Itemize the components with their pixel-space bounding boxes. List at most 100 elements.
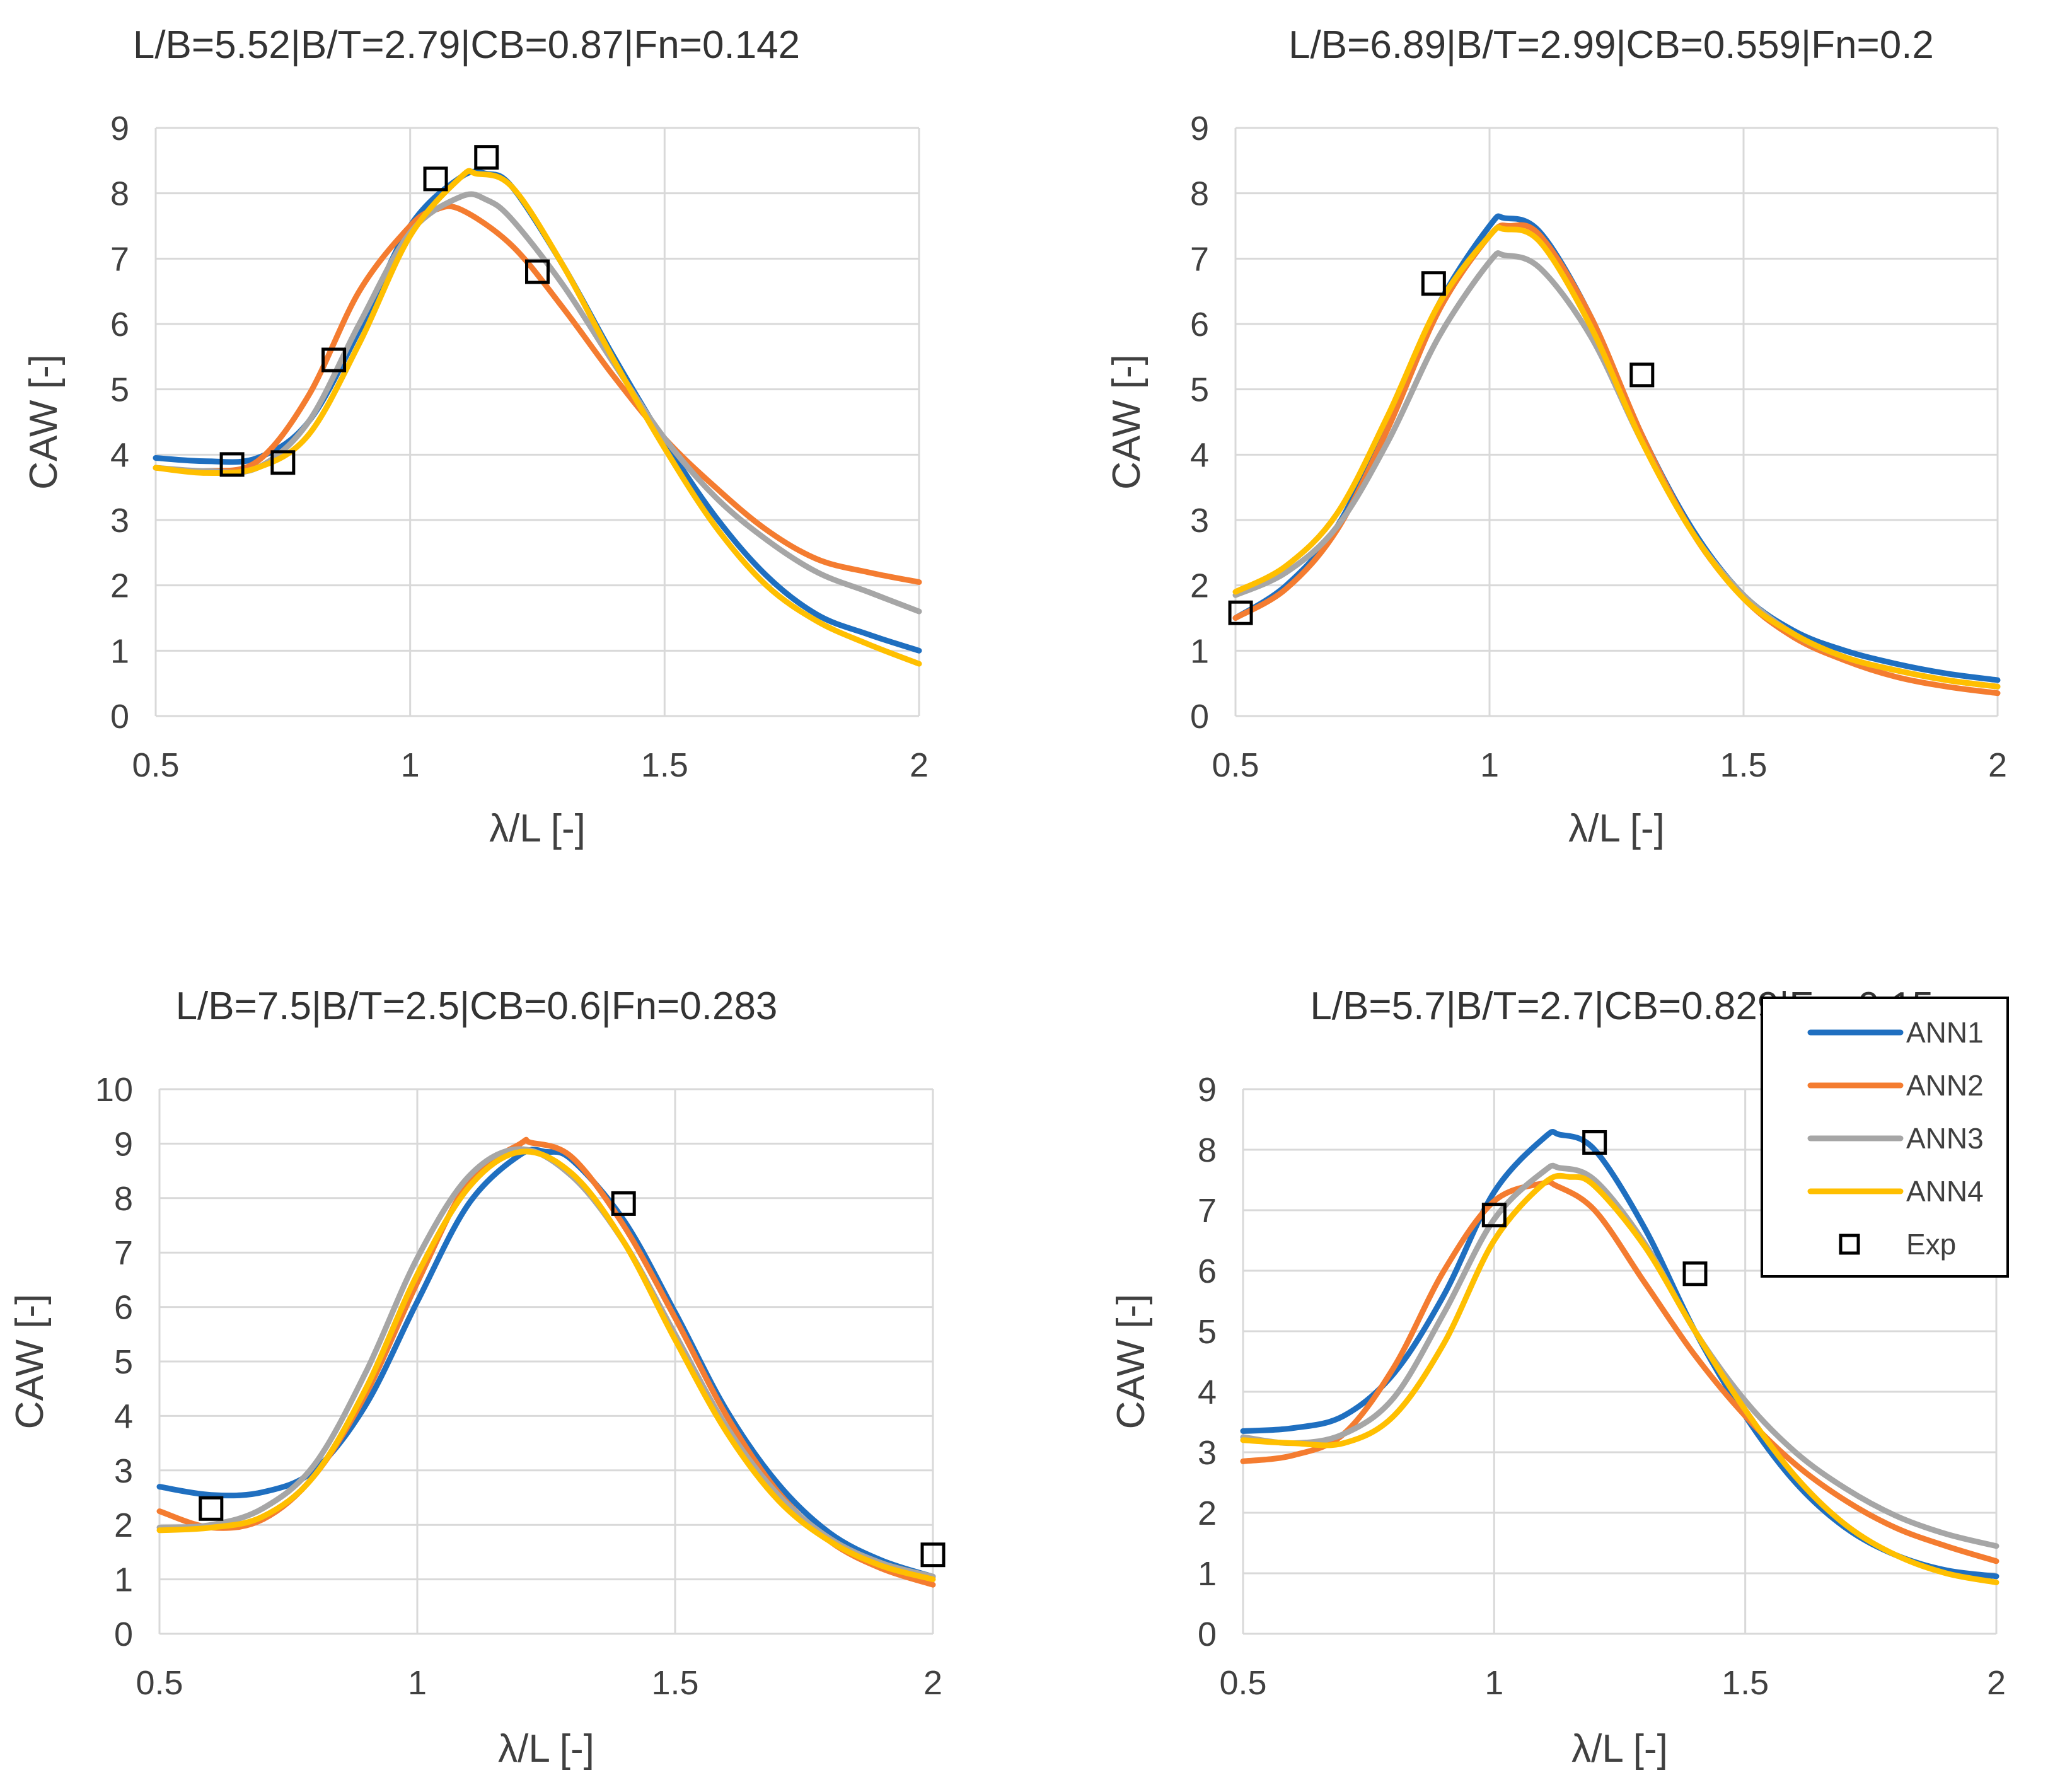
exp-data-point	[423, 166, 448, 192]
series-line-ann2	[153, 203, 922, 585]
x-tick-label: 1	[1480, 746, 1499, 784]
y-tick-label: 5	[1190, 371, 1209, 409]
y-tick-label: 6	[1190, 306, 1209, 344]
y-tick-label: 8	[1198, 1131, 1217, 1169]
y-tick-label: 8	[114, 1180, 133, 1218]
y-tick-label: 3	[1198, 1434, 1217, 1472]
y-tick-label: 6	[110, 306, 129, 344]
x-tick-label: 1.5	[1721, 1664, 1769, 1702]
series-line-ann4	[153, 168, 922, 667]
chart-title: L/B=7.5|B/T=2.5|CB=0.6|Fn=0.283	[176, 985, 778, 1028]
chart-title: L/B=6.89|B/T=2.99|CB=0.559|Fn=0.2	[1288, 23, 1934, 67]
y-tick-label: 7	[114, 1234, 133, 1272]
y-tick-label: 7	[1198, 1192, 1217, 1230]
exp-data-point	[611, 1191, 636, 1216]
chart-panel-1: L/B=5.52|B/T=2.79|CB=0.87|Fn=0.142 0 1 2 3 4 5…	[22, 23, 929, 850]
y-tick-label: 1	[114, 1561, 133, 1599]
y-tick-label: 1	[1198, 1555, 1217, 1593]
exp-data-point	[219, 452, 245, 477]
series-line-ann4	[1232, 224, 2001, 690]
y-tick-label: 0	[114, 1616, 133, 1653]
chart-panel-3: L/B=7.5|B/T=2.5|CB=0.6|Fn=0.283 0 1 2 3 4 5 6 7 8…	[8, 985, 946, 1771]
y-tick-label: 3	[1190, 502, 1209, 540]
legend-label: ANN1	[1906, 1016, 1984, 1049]
y-tick-label: 4	[1198, 1373, 1217, 1411]
exp-data-point	[1228, 600, 1253, 625]
chart-panel-4: L/B=5.7|B/T=2.7|CB=0.829|Fn=0.1501234567…	[1109, 985, 2006, 1771]
y-axis-title: CAW [-]	[1105, 354, 1149, 490]
legend-label: Exp	[1906, 1228, 1956, 1261]
chart-panel-2: L/B=6.89|B/T=2.99|CB=0.559|Fn=0.2 0 1 2 3 4 5 6…	[1105, 23, 2007, 850]
x-tick-label: 1.5	[641, 746, 688, 784]
y-tick-label: 0	[110, 698, 129, 736]
y-tick-label: 9	[1190, 110, 1209, 147]
series-line-ann3	[153, 191, 922, 615]
legend-label: ANN2	[1906, 1069, 1984, 1102]
series-line-ann2	[1240, 1178, 1999, 1564]
y-tick-label: 10	[95, 1071, 133, 1109]
exp-data-point	[270, 450, 296, 475]
x-tick-label: 0.5	[132, 746, 179, 784]
series-line-ann1	[153, 168, 922, 654]
x-tick-label: 2	[1988, 746, 2007, 784]
exp-data-point	[1682, 1261, 1708, 1286]
x-axis-title: λ/L [-]	[1568, 807, 1665, 850]
x-tick-label: 2	[1987, 1664, 2006, 1702]
y-tick-label: 3	[114, 1452, 133, 1490]
y-tick-label: 5	[114, 1343, 133, 1381]
y-tick-label: 2	[1198, 1494, 1217, 1532]
y-tick-label: 4	[114, 1397, 133, 1435]
exp-data-point	[1582, 1130, 1607, 1155]
y-axis-title: CAW [-]	[1109, 1294, 1153, 1430]
y-tick-label: 7	[110, 240, 129, 278]
legend-label: ANN4	[1906, 1175, 1984, 1208]
x-tick-label: 1.5	[651, 1664, 698, 1702]
y-tick-label: 4	[1190, 436, 1209, 474]
exp-data-point	[1481, 1203, 1507, 1228]
y-tick-label: 1	[1190, 632, 1209, 670]
x-tick-label: 1.5	[1720, 746, 1767, 784]
y-tick-label: 2	[114, 1506, 133, 1544]
x-tick-label: 0.5	[1212, 746, 1259, 784]
y-tick-label: 4	[110, 436, 129, 474]
exp-data-point	[525, 259, 550, 284]
y-tick-label: 3	[110, 502, 129, 540]
exp-data-point	[474, 145, 499, 170]
y-tick-label: 1	[110, 632, 129, 670]
series-line-ann1	[1232, 213, 2001, 683]
legend: ANN1 ANN2 ANN3 ANN4 Exp	[1761, 997, 2009, 1278]
exp-data-point	[920, 1542, 946, 1568]
x-tick-label: 0.5	[136, 1664, 183, 1702]
legend-swatch-exp	[1839, 1234, 1860, 1255]
chart-title: L/B=5.52|B/T=2.79|CB=0.87|Fn=0.142	[133, 23, 800, 67]
y-tick-label: 5	[110, 371, 129, 409]
series-line-ann3	[1232, 250, 2001, 690]
y-tick-label: 2	[1190, 567, 1209, 605]
y-tick-label: 9	[1198, 1071, 1217, 1109]
x-tick-label: 2	[923, 1664, 942, 1702]
x-tick-label: 0.5	[1219, 1664, 1266, 1702]
exp-data-point	[321, 347, 347, 373]
y-tick-label: 6	[1198, 1252, 1217, 1290]
x-tick-label: 2	[910, 746, 929, 784]
exp-data-point	[1629, 362, 1655, 388]
x-tick-label: 1	[408, 1664, 427, 1702]
x-axis-title: λ/L [-]	[498, 1727, 594, 1771]
series-line-ann1	[156, 1147, 936, 1580]
x-axis-title: λ/L [-]	[489, 807, 586, 850]
exp-data-point	[199, 1496, 224, 1521]
exp-data-point	[1421, 271, 1446, 296]
y-tick-label: 2	[110, 567, 129, 605]
y-tick-label: 6	[114, 1289, 133, 1327]
series-line-ann3	[1240, 1162, 1999, 1549]
series-line-ann4	[156, 1148, 936, 1583]
y-tick-label: 0	[1190, 698, 1209, 736]
y-axis-title: CAW [-]	[22, 354, 66, 490]
y-tick-label: 0	[1198, 1616, 1217, 1653]
y-tick-label: 9	[114, 1125, 133, 1163]
x-tick-label: 1	[401, 746, 420, 784]
legend-label: ANN3	[1906, 1122, 1984, 1155]
y-axis-title: CAW [-]	[8, 1294, 52, 1430]
y-tick-label: 8	[1190, 175, 1209, 213]
